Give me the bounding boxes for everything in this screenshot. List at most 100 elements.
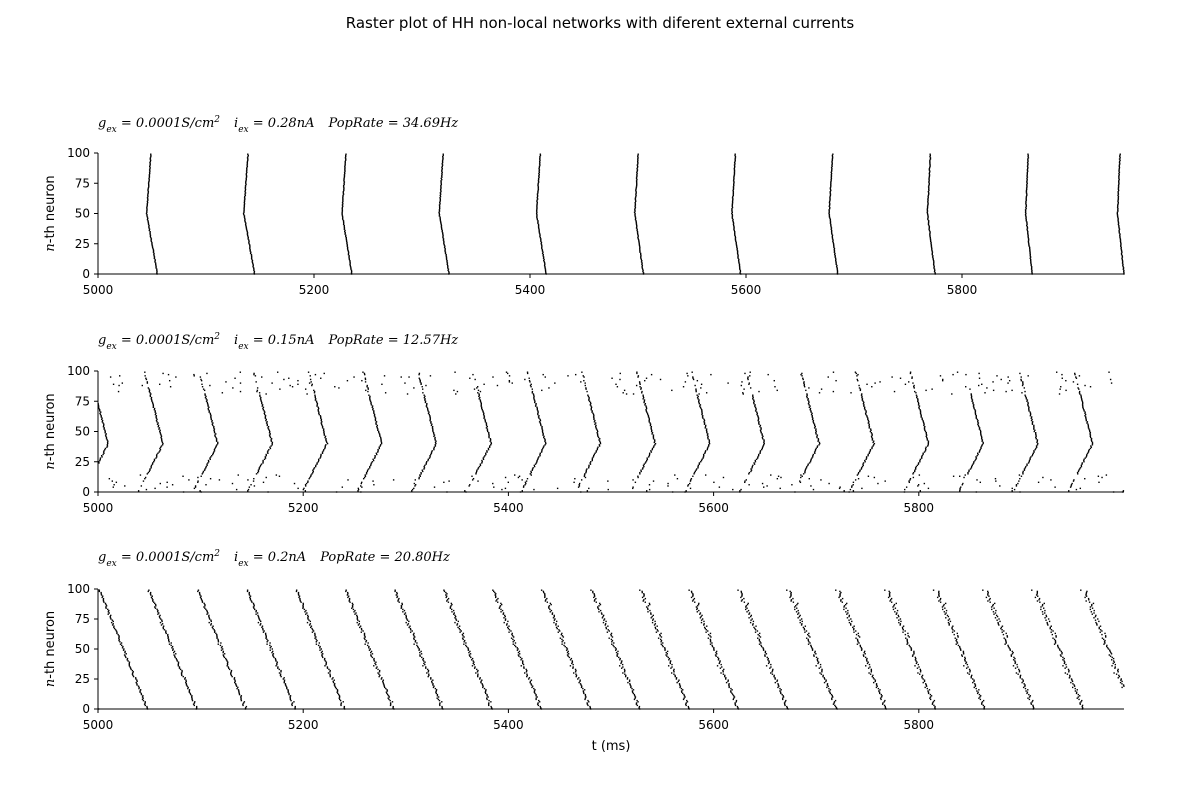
spike-dot: [342, 218, 344, 221]
spike-dot: [542, 256, 545, 258]
spike-dot: [595, 424, 597, 427]
spike-dot: [371, 406, 373, 408]
spike-dot: [326, 666, 329, 668]
spike-dot: [857, 477, 860, 480]
spike-dot: [342, 184, 345, 187]
spike-dot: [373, 413, 376, 416]
spike-dot: [881, 695, 883, 697]
spike-dot: [928, 175, 931, 177]
spike-dot: [543, 436, 545, 439]
spike-dot: [811, 418, 814, 421]
spike-dot: [1019, 372, 1021, 375]
spike-dot: [159, 617, 161, 619]
spike-dot: [141, 698, 144, 701]
spike-dot: [142, 699, 145, 702]
spike-dot: [1022, 473, 1024, 475]
spike-dot: [260, 620, 262, 623]
spike-dot: [1008, 647, 1010, 649]
spike-dot: [1022, 470, 1024, 473]
spike-dot: [1043, 607, 1045, 609]
spike-dot: [106, 445, 109, 447]
spike-dot: [413, 643, 415, 645]
spike-dot: [1119, 235, 1121, 238]
spike-dot: [233, 677, 236, 679]
spike-dot: [508, 625, 510, 627]
spike-dot: [440, 223, 442, 226]
spike-dot: [101, 596, 103, 599]
spike-dot: [881, 703, 884, 705]
spike-dot: [719, 661, 721, 663]
spike-dot: [302, 602, 304, 605]
spike-dot: [210, 417, 212, 419]
spike-dot: [279, 674, 282, 677]
spike-dot: [1025, 216, 1027, 218]
spike-dot: [152, 599, 154, 601]
spike-dot: [701, 413, 703, 416]
spike-dot: [445, 256, 448, 258]
spike-dot: [879, 692, 881, 695]
spike-dot: [531, 468, 534, 470]
spike-dot: [641, 259, 643, 262]
spike-dot: [1063, 660, 1065, 662]
spike-dot: [447, 269, 449, 272]
spike-dot: [757, 455, 760, 457]
spike-dot: [431, 680, 433, 683]
spike-dot: [483, 456, 485, 458]
spike-dot: [992, 611, 995, 613]
spike-dot: [1123, 269, 1125, 272]
spike-dot: [1090, 439, 1093, 441]
spike-dot: [261, 402, 263, 405]
spike-dot: [661, 644, 664, 647]
spike-dot: [954, 637, 956, 639]
spike-dot: [1027, 234, 1029, 236]
spike-dot: [269, 647, 272, 649]
spike-dot: [334, 683, 336, 685]
spike-dot: [465, 642, 467, 644]
spike-dot: [596, 606, 599, 608]
spike-dot: [996, 619, 998, 621]
spike-dot: [779, 691, 782, 693]
spike-dot: [1122, 490, 1125, 492]
spike-dot: [731, 203, 734, 205]
spike-dot: [113, 625, 115, 627]
spike-dot: [159, 446, 162, 448]
spike-dot: [830, 180, 832, 182]
spike-dot: [1049, 626, 1052, 629]
spike-dot: [383, 686, 386, 689]
spike-dot: [1117, 221, 1120, 223]
spike-dot: [635, 186, 638, 188]
spike-dot: [805, 389, 807, 392]
spike-dot: [908, 481, 911, 484]
spike-dot: [101, 421, 103, 423]
spike-dot: [730, 687, 732, 690]
spike-dot: [801, 623, 803, 625]
spike-dot: [756, 413, 758, 416]
spike-dot: [428, 413, 430, 416]
spike-dot: [805, 637, 808, 639]
spike-dot: [208, 615, 210, 618]
spike-dot: [213, 629, 215, 631]
spike-dot: [533, 396, 535, 399]
spike-dot: [420, 653, 423, 655]
spike-dot: [411, 630, 413, 632]
spike-dot: [816, 660, 819, 662]
spike-dot: [1028, 247, 1031, 250]
spike-dot: [966, 672, 969, 674]
spike-dot: [654, 620, 656, 623]
spike-dot: [215, 632, 217, 635]
spike-dot: [363, 372, 366, 375]
spike-dot: [500, 611, 502, 613]
spike-dot: [811, 457, 813, 459]
spike-dot: [910, 647, 912, 649]
spike-dot: [972, 402, 974, 405]
spike-dot: [957, 635, 959, 637]
spike-dot: [685, 702, 687, 704]
spike-dot: [152, 249, 155, 251]
spike-dot: [514, 644, 516, 647]
spike-dot: [1118, 176, 1120, 178]
spike-dot: [1075, 692, 1078, 695]
spike-dot: [533, 687, 535, 690]
spike-dot: [928, 193, 930, 195]
spike-dot: [978, 372, 980, 375]
spike-dot: [757, 415, 759, 417]
